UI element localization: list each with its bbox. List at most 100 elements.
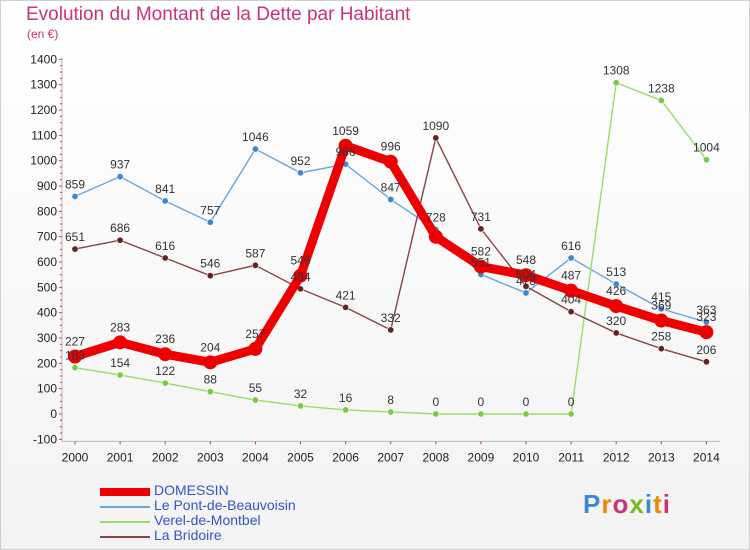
x-tick-label: 2013 [648, 450, 675, 464]
data-point [609, 299, 624, 314]
legend-label: Le Pont-de-Beauvoisin [154, 497, 296, 513]
data-point [657, 305, 665, 313]
data-label: 686 [110, 221, 130, 235]
data-label: 841 [155, 182, 175, 196]
data-label: 323 [696, 310, 716, 324]
data-label: 320 [606, 314, 626, 328]
series-la-bridoire [71, 134, 710, 366]
x-tick-label: 2000 [62, 450, 89, 464]
data-label: 258 [651, 330, 671, 344]
data-point [564, 283, 579, 298]
y-tick-label: 600 [37, 255, 57, 269]
data-point [473, 259, 488, 274]
data-label: 404 [561, 293, 581, 307]
legend-label: Verel-de-Montbel [154, 512, 261, 528]
x-tick-label: 2003 [197, 450, 224, 464]
data-point [71, 245, 79, 253]
data-label: 952 [290, 154, 310, 168]
y-tick-label: 1400 [30, 52, 57, 66]
data-point [432, 410, 440, 418]
data-label: 0 [568, 395, 575, 409]
data-point [702, 156, 710, 164]
y-tick-label: -100 [33, 432, 57, 446]
data-point [206, 218, 214, 226]
data-point [567, 254, 575, 262]
data-point [116, 371, 124, 379]
data-label: 587 [245, 246, 265, 260]
data-point [206, 272, 214, 280]
data-label: 206 [696, 343, 716, 357]
data-label: 551 [471, 255, 491, 269]
data-label: 8 [387, 393, 394, 407]
y-tick-label: 1000 [30, 154, 57, 168]
series-le-pont-de-beauvoisin [71, 145, 710, 326]
data-point [428, 229, 443, 244]
data-label: 546 [290, 254, 310, 268]
data-label: 0 [432, 395, 439, 409]
data-point [567, 308, 575, 316]
data-label: 0 [478, 395, 485, 409]
data-label: 363 [696, 303, 716, 317]
data-label: 513 [606, 265, 626, 279]
data-label: 847 [381, 180, 401, 194]
data-label: 1046 [242, 130, 269, 144]
y-tick-label: 0 [50, 407, 57, 421]
proxiti-logo: Proxiti [583, 489, 671, 519]
data-point [161, 379, 169, 387]
data-label: 122 [155, 364, 175, 378]
data-point [248, 341, 263, 356]
y-tick-label: 100 [37, 382, 57, 396]
legend-item: La Bridoire [100, 527, 400, 545]
data-label: 478 [516, 274, 536, 288]
legend-item: DOMESSIN [100, 482, 400, 500]
data-point [251, 261, 259, 269]
data-point [519, 268, 533, 283]
legend-item: Verel-de-Montbel [100, 512, 400, 530]
y-tick-label: 200 [37, 356, 57, 370]
data-point [296, 402, 304, 410]
y-tick-label: 400 [37, 306, 57, 320]
data-point [567, 410, 575, 418]
data-point [113, 335, 128, 350]
data-point [116, 173, 124, 181]
data-label: 55 [249, 381, 263, 395]
data-label: 283 [110, 320, 130, 334]
data-point [702, 358, 710, 366]
data-label: 504 [516, 267, 536, 281]
data-label: 369 [651, 299, 671, 313]
data-point [522, 282, 530, 290]
data-point [654, 313, 669, 328]
data-point [251, 396, 259, 404]
data-point [71, 192, 79, 200]
data-point [387, 195, 395, 203]
data-label: 236 [155, 332, 175, 346]
data-point [387, 326, 395, 334]
data-label: 1308 [603, 64, 630, 78]
data-point [612, 280, 620, 288]
legend-item: Le Pont-de-Beauvoisin [100, 497, 400, 515]
legend-label: La Bridoire [154, 527, 222, 543]
series-layer [68, 79, 714, 418]
data-point [203, 355, 218, 370]
data-label: 1004 [693, 141, 720, 155]
data-label: 937 [110, 158, 130, 172]
data-label: 616 [561, 239, 581, 253]
data-label: 88 [204, 373, 218, 387]
series-domessin [68, 138, 714, 370]
series-verel-de-montbel [71, 79, 710, 418]
data-point [522, 289, 530, 297]
data-point [161, 254, 169, 262]
data-label: 986 [336, 145, 356, 159]
x-tick-label: 2009 [468, 450, 495, 464]
data-label: 651 [65, 230, 85, 244]
data-label: 16 [339, 391, 353, 405]
data-label: 728 [426, 211, 446, 225]
data-point [432, 134, 440, 142]
data-point [251, 145, 259, 153]
data-point [383, 154, 398, 169]
data-point [71, 364, 79, 372]
data-label: 582 [471, 245, 491, 259]
data-label: 1090 [422, 119, 449, 133]
x-tick-label: 2014 [693, 450, 720, 464]
